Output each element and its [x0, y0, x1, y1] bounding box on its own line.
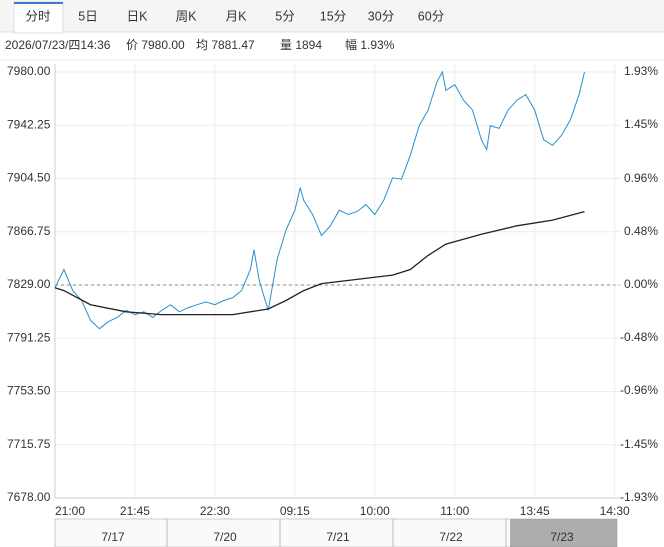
x-tick-label: 22:30 — [200, 504, 230, 518]
tab[interactable]: 分时 — [25, 9, 51, 23]
tab[interactable]: 日K — [127, 9, 149, 23]
y2-tick-label: -0.48% — [620, 330, 658, 344]
x-tick-label: 09:15 — [280, 504, 310, 518]
y-tick-label: 7753.50 — [7, 384, 51, 398]
navigator-label: 7/21 — [326, 530, 350, 544]
x-tick-label: 21:00 — [55, 504, 85, 518]
series-line — [54, 210, 585, 316]
x-tick-label: 14:30 — [600, 504, 630, 518]
x-tick-label: 11:00 — [440, 504, 469, 518]
y2-tick-label: 0.96% — [624, 171, 658, 185]
selected-tab-accent — [14, 2, 63, 4]
x-tick-label: 10:00 — [360, 504, 390, 518]
tab[interactable]: 60分 — [418, 9, 444, 23]
y-tick-label: 7942.25 — [7, 117, 51, 131]
tab[interactable]: 5分 — [275, 9, 294, 23]
info-item: 2026/07/23/四14:36 — [5, 38, 111, 52]
tab[interactable]: 周K — [176, 9, 198, 23]
navigator-selection — [510, 519, 617, 547]
y2-tick-label: -1.93% — [620, 490, 658, 504]
info-item: 价 7980.00 — [126, 38, 185, 52]
y2-tick-label: -1.45% — [620, 437, 658, 451]
tab-bar — [0, 0, 664, 32]
selected-tab-bg — [13, 1, 64, 34]
y-tick-label: 7715.75 — [7, 437, 51, 451]
y2-tick-label: -0.96% — [620, 383, 658, 397]
tab[interactable]: 15分 — [320, 9, 346, 23]
info-item: 均 7881.47 — [196, 38, 255, 52]
y-tick-label: 7678.00 — [7, 490, 51, 504]
y2-tick-label: 1.45% — [624, 117, 658, 131]
navigator-label: 7/23 — [550, 530, 574, 544]
tab[interactable]: 月K — [226, 9, 248, 23]
x-tick-label: 21:45 — [120, 504, 150, 518]
y2-tick-label: 1.93% — [624, 64, 658, 78]
y-tick-label: 7866.75 — [7, 224, 51, 238]
y2-tick-label: 0.48% — [624, 224, 658, 238]
y2-tick-label: 0.00% — [624, 277, 658, 291]
tab[interactable]: 30分 — [368, 9, 394, 23]
y-tick-label: 7904.50 — [7, 171, 51, 185]
navigator-label: 7/20 — [213, 530, 237, 544]
tab[interactable]: 5日 — [78, 9, 97, 23]
y-tick-label: 7791.25 — [7, 330, 51, 344]
navigator-label: 7/17 — [101, 530, 125, 544]
navigator-label: 7/22 — [439, 530, 463, 544]
series-line — [54, 70, 585, 330]
y-tick-label: 7980.00 — [7, 64, 51, 78]
info-item: 量 1894 — [280, 38, 322, 52]
info-item: 幅 1.93% — [345, 37, 395, 52]
x-tick-label: 13:45 — [520, 504, 550, 518]
y-tick-label: 7829.00 — [7, 277, 51, 291]
